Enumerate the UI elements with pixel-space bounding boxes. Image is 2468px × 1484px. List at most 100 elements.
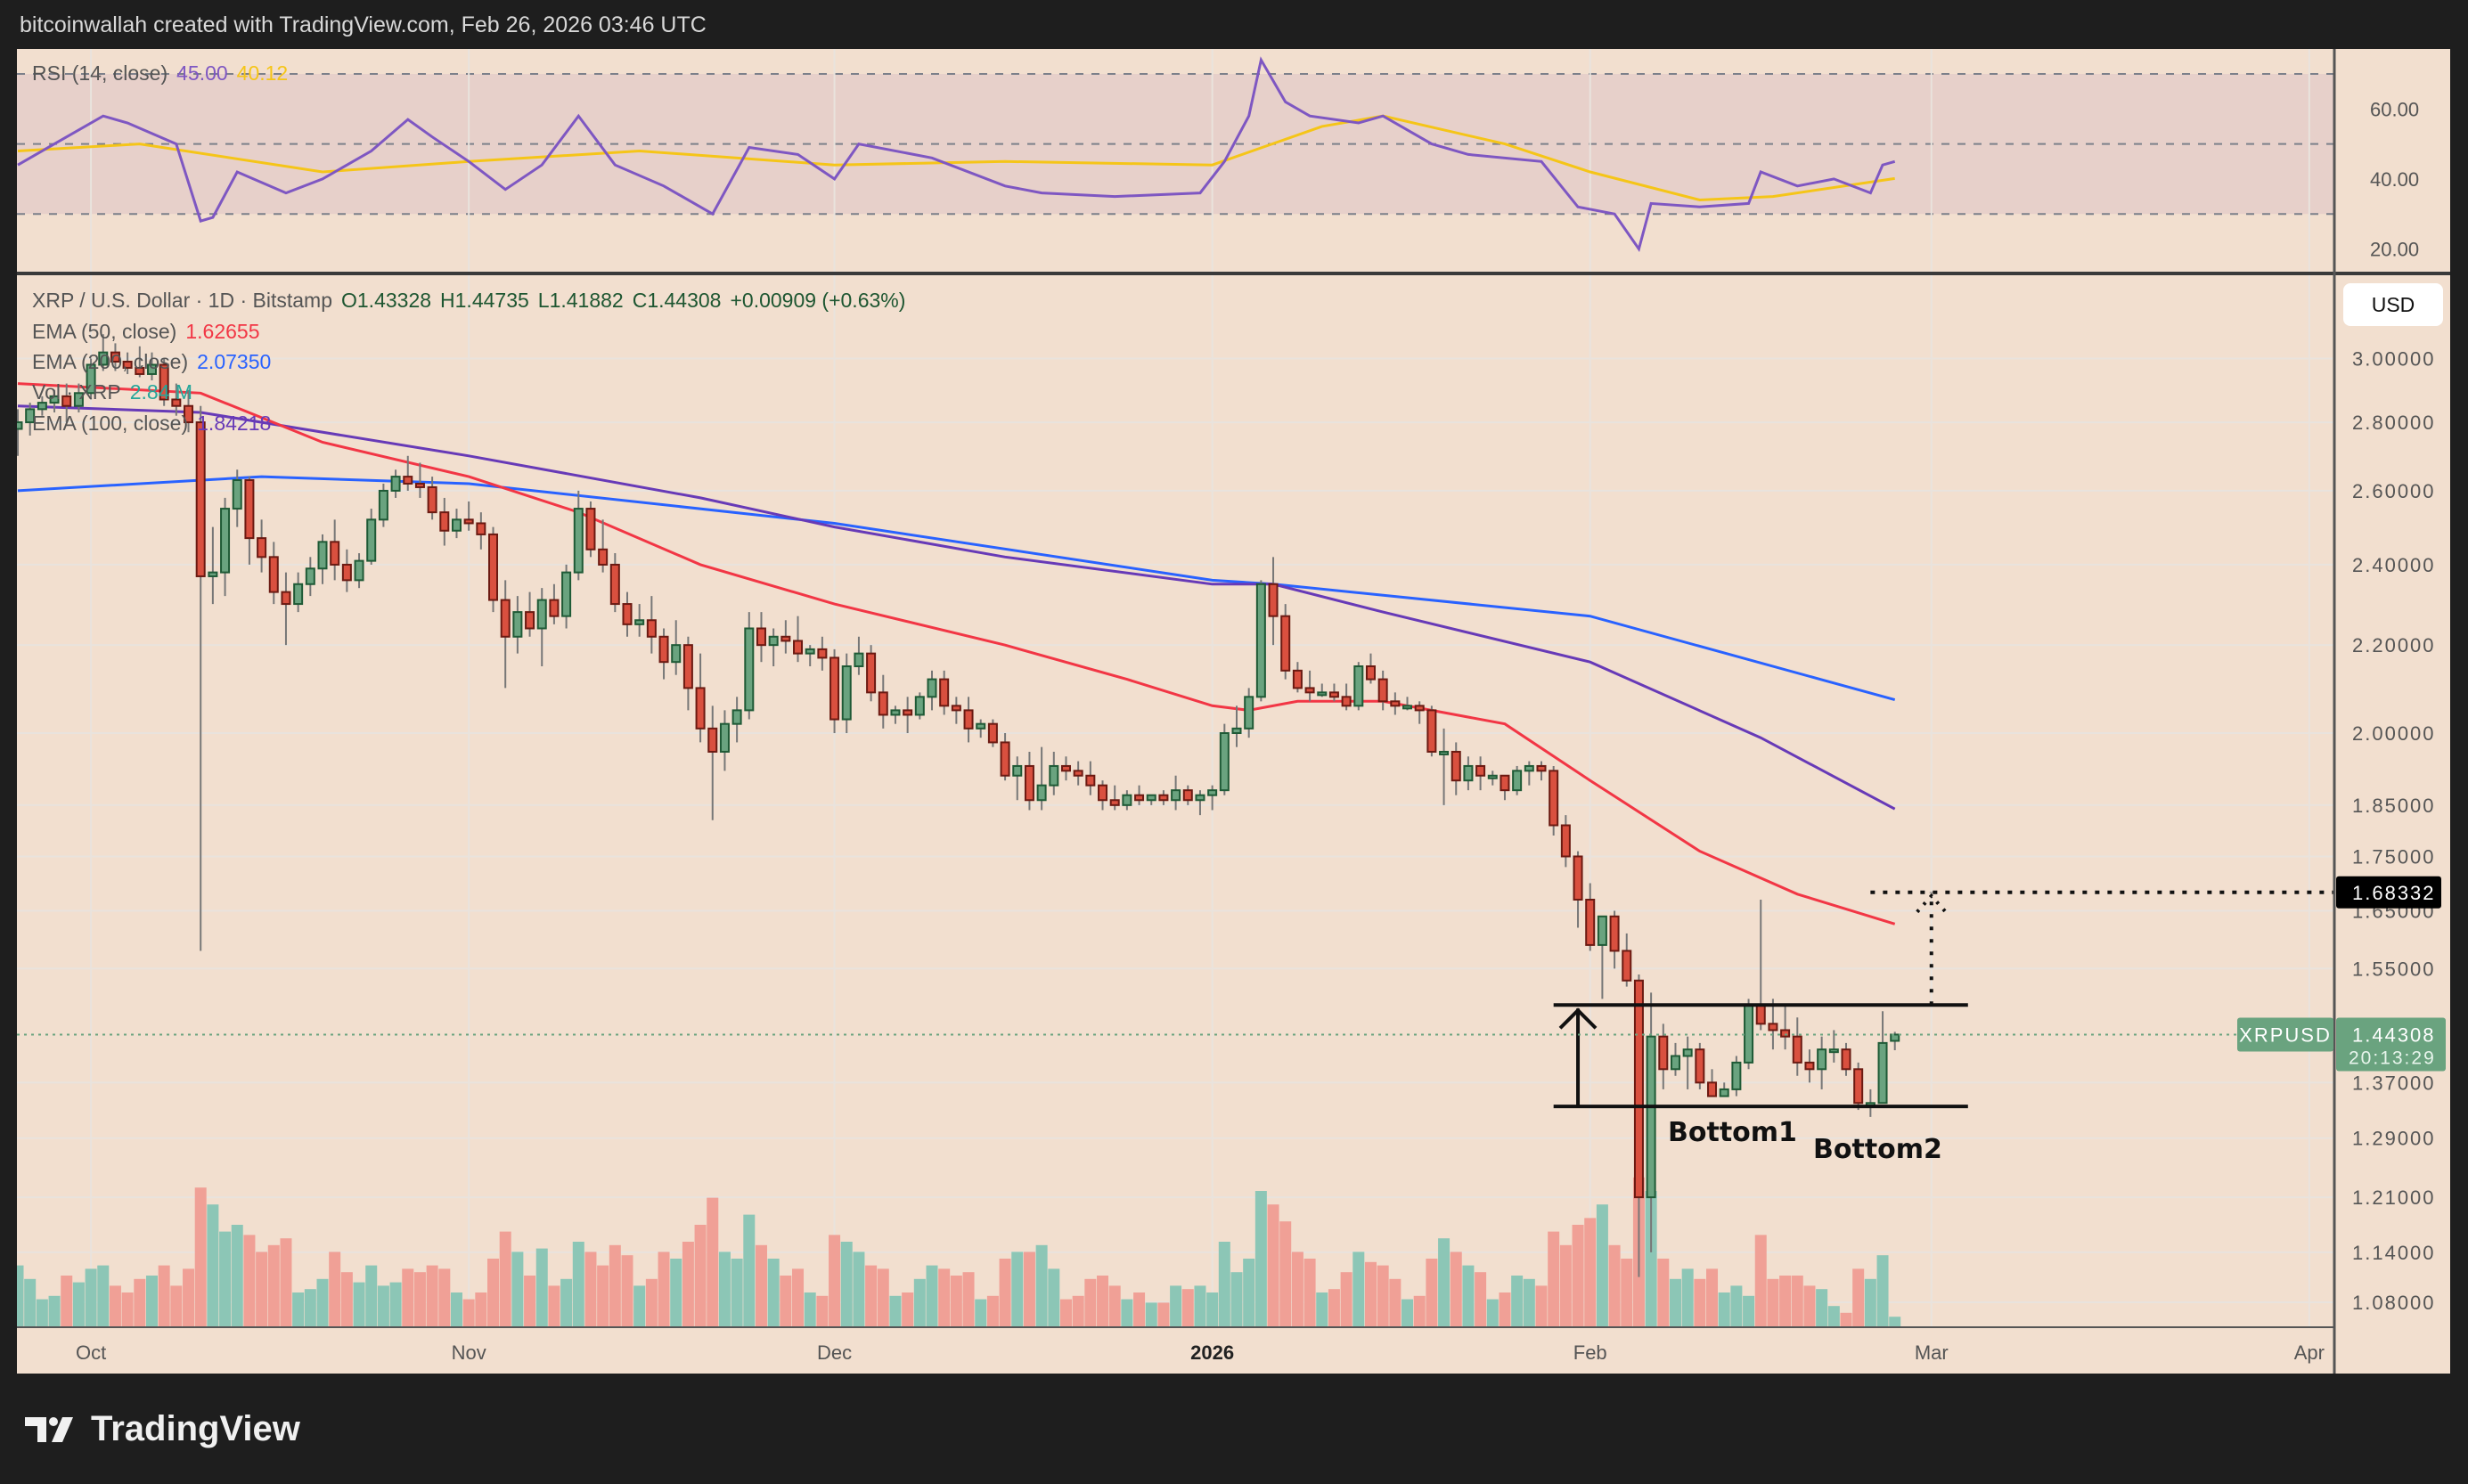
ema100-legend[interactable]: EMA (100, close) 1.84218 (32, 412, 280, 436)
candle[interactable] (341, 549, 352, 592)
candle[interactable] (73, 383, 84, 413)
candle[interactable] (1475, 756, 1486, 791)
candle[interactable] (378, 483, 388, 527)
currency-button[interactable]: USD (2343, 283, 2443, 326)
candle[interactable] (1292, 662, 1303, 693)
candle[interactable] (1122, 790, 1132, 811)
candle[interactable] (1255, 580, 1266, 702)
candle[interactable] (549, 583, 560, 624)
rsi-legend[interactable]: RSI (14, close) 45.00 40.12 (32, 61, 297, 86)
candle[interactable] (1244, 688, 1254, 738)
candle[interactable] (1341, 683, 1352, 711)
candle[interactable] (817, 636, 828, 671)
candle[interactable] (1841, 1042, 1851, 1076)
candle[interactable] (671, 620, 682, 675)
candle[interactable] (768, 628, 779, 667)
candle[interactable] (1828, 1030, 1839, 1063)
candle[interactable] (1731, 1056, 1742, 1097)
candle[interactable] (1439, 728, 1450, 805)
candle[interactable] (257, 519, 267, 573)
candle[interactable] (1377, 670, 1388, 711)
candle[interactable] (1049, 751, 1059, 795)
candle[interactable] (1524, 761, 1534, 786)
candle[interactable] (1451, 742, 1461, 795)
candle[interactable] (1328, 683, 1339, 702)
candle[interactable] (1804, 1049, 1815, 1083)
candle[interactable] (512, 596, 523, 654)
candle[interactable] (427, 477, 437, 520)
candle[interactable] (1695, 1042, 1705, 1089)
candle[interactable] (463, 501, 474, 531)
candle[interactable] (122, 352, 133, 374)
candle[interactable] (1500, 774, 1510, 801)
candle[interactable] (1463, 756, 1474, 791)
candle[interactable] (1658, 1023, 1669, 1089)
candle[interactable] (744, 612, 755, 720)
candle[interactable] (987, 719, 998, 747)
candle[interactable] (1171, 775, 1181, 811)
candle[interactable] (682, 636, 693, 711)
candle[interactable] (14, 409, 23, 456)
candle[interactable] (305, 557, 315, 597)
candle[interactable] (1585, 883, 1596, 951)
candle[interactable] (756, 612, 766, 663)
candle[interactable] (1682, 1036, 1693, 1089)
candle[interactable] (49, 389, 60, 413)
ema200-legend[interactable]: EMA (200, close) 2.07350 (32, 350, 280, 374)
candle[interactable] (98, 334, 109, 371)
candle[interactable] (1622, 933, 1632, 987)
candle[interactable] (1817, 1036, 1827, 1089)
candle[interactable] (1182, 785, 1193, 805)
candle[interactable] (184, 389, 194, 433)
candle[interactable] (1109, 785, 1120, 811)
candle[interactable] (854, 636, 864, 675)
candle[interactable] (585, 501, 596, 558)
candle[interactable] (1073, 761, 1083, 786)
candle[interactable] (1487, 771, 1498, 786)
candle[interactable] (1573, 851, 1583, 928)
candle[interactable] (707, 705, 718, 820)
candle[interactable] (476, 512, 486, 550)
candle[interactable] (317, 534, 328, 584)
candle[interactable] (719, 710, 730, 771)
candle[interactable] (1877, 1011, 1888, 1105)
candle[interactable] (1207, 785, 1218, 811)
candle[interactable] (1353, 662, 1364, 711)
candle[interactable] (439, 497, 450, 546)
candle[interactable] (622, 591, 633, 637)
candle[interactable] (1609, 910, 1620, 969)
candle[interactable] (1853, 1062, 1864, 1111)
candle[interactable] (634, 604, 645, 637)
candle[interactable] (903, 697, 913, 733)
candle[interactable] (1560, 815, 1571, 868)
candle[interactable] (1633, 974, 1644, 1277)
ema50-legend[interactable]: EMA (50, close) 1.62655 (32, 320, 268, 344)
candle[interactable] (1755, 899, 1766, 1031)
candle[interactable] (1280, 604, 1291, 680)
candle[interactable] (1085, 761, 1096, 795)
candle[interactable] (646, 596, 657, 654)
candle[interactable] (878, 674, 888, 729)
candle[interactable] (366, 509, 377, 565)
candle[interactable] (1195, 790, 1205, 816)
candle[interactable] (695, 653, 706, 743)
candle[interactable] (195, 405, 206, 951)
candle[interactable] (1146, 794, 1156, 805)
candle[interactable] (1549, 765, 1559, 836)
candle[interactable] (1231, 705, 1242, 747)
candle[interactable] (1426, 705, 1437, 757)
candle[interactable] (146, 352, 157, 381)
candle[interactable] (1597, 915, 1607, 999)
candle[interactable] (86, 358, 96, 400)
candle[interactable] (841, 653, 852, 733)
candle[interactable] (658, 628, 669, 680)
candle[interactable] (1365, 653, 1376, 684)
candle[interactable] (37, 395, 47, 416)
candle[interactable] (208, 526, 218, 605)
candle[interactable] (1792, 1017, 1802, 1076)
candle[interactable] (573, 490, 584, 581)
candle[interactable] (1268, 557, 1279, 646)
candle[interactable] (1414, 701, 1425, 724)
candle[interactable] (1134, 785, 1145, 805)
